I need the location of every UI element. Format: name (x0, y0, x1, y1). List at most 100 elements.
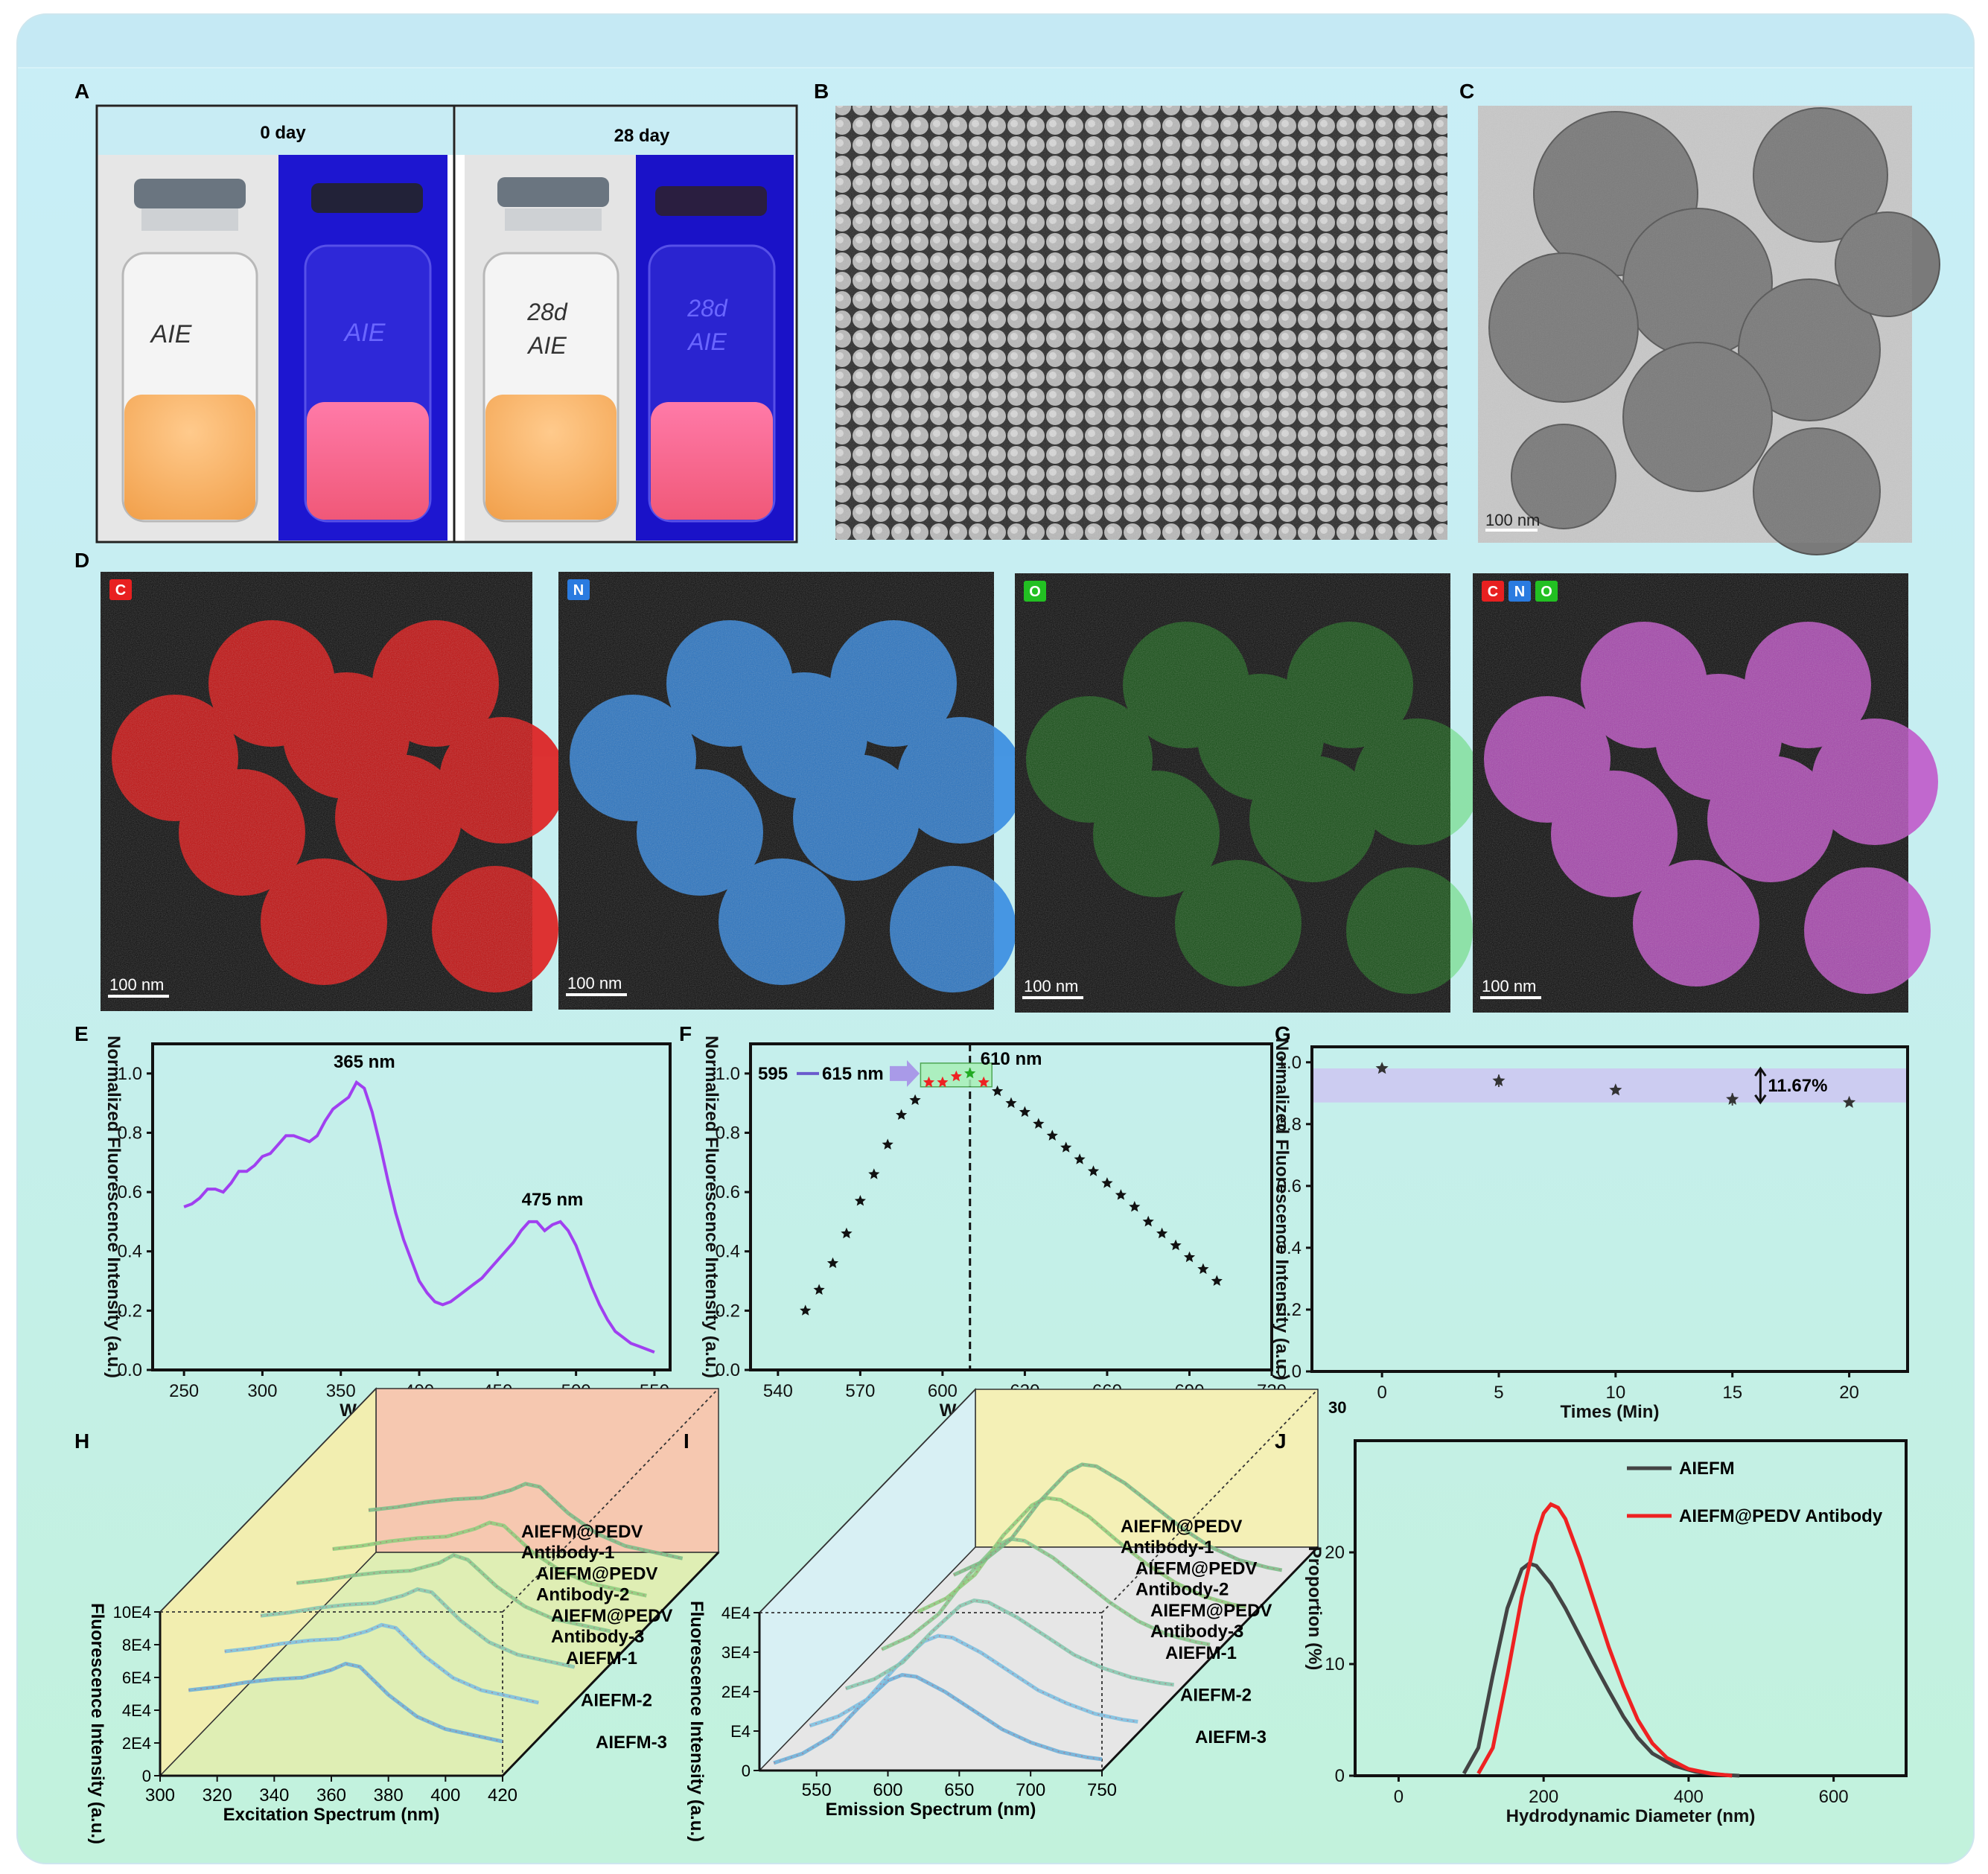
y-tick-label: 1.0 (118, 1064, 142, 1084)
data-point-f (1115, 1189, 1127, 1200)
y-tick-label: 1.0 (1277, 1053, 1302, 1073)
series-label: AIEFM-3 (1195, 1727, 1267, 1747)
series-line-chartI (845, 1599, 1175, 1691)
vial-uv-0day: AIE (304, 183, 432, 523)
series-line-j (1462, 1561, 1740, 1778)
eds-tag-label: N (573, 582, 584, 599)
axes-frame (151, 1042, 672, 1371)
data-point-f (1183, 1251, 1196, 1263)
series-label: AIEFM-2 (1180, 1685, 1252, 1705)
x-tick-label: 420 (488, 1785, 517, 1806)
sem-texture (835, 106, 1447, 540)
x-tick-label: 0 (1377, 1383, 1386, 1403)
band-arrow-head-bottom (1754, 1094, 1767, 1105)
series-line-j (1476, 1502, 1733, 1778)
y-axis-label: Normalized Fluorescence Intensity (a.u.) (1272, 1038, 1292, 1380)
y-tick-label: 0.0 (1277, 1362, 1302, 1382)
z-axis-line (501, 1551, 720, 1777)
panel-letter-h: H (74, 1430, 89, 1453)
y-tick-label: 0.0 (118, 1360, 142, 1380)
card-header-band (18, 15, 1973, 68)
y-tick-label: 0.2 (118, 1301, 142, 1321)
panel-letter-a: A (74, 80, 89, 103)
data-point-g (1492, 1074, 1506, 1086)
data-point-f (1156, 1227, 1168, 1239)
series-label: AIEFM-2 (581, 1690, 652, 1710)
panel-h: H 300 320 340 360 380 400 420 0 2E4 4E4 6E4 8E4 10E4… (74, 1387, 720, 1844)
eds-tag-label: O (1029, 584, 1041, 600)
x-tick-label: 360 (316, 1785, 346, 1806)
series-label: AIEFM-1 (1165, 1643, 1237, 1663)
panel-a-header-right (456, 107, 795, 155)
y-axis-label: Fluorescence Intensity (a.u.) (686, 1601, 707, 1842)
vial-label-2: AIE (343, 319, 386, 347)
data-point-f (964, 1067, 976, 1079)
x-tick-label: 10 (1605, 1383, 1625, 1403)
panel-letter-i: I (684, 1430, 689, 1453)
series-label: AIEFM@PEDV (1121, 1517, 1242, 1537)
data-point-f (1101, 1177, 1113, 1188)
y-tick-label: 0.2 (716, 1301, 740, 1321)
data-point-f (1197, 1263, 1209, 1275)
data-point-f (826, 1257, 839, 1269)
y-tick-label: 0.0 (716, 1360, 740, 1380)
panel-b: B (814, 80, 1447, 540)
x-axis-label: Times (Min) (1561, 1402, 1660, 1422)
eds-tag-bg (109, 579, 132, 600)
series-label: AIEFM@PEDV (551, 1606, 672, 1626)
data-point-f (1060, 1141, 1072, 1153)
series-label: Antibody-2 (536, 1585, 629, 1605)
data-point-f (854, 1195, 866, 1206)
y-tick-label: 0.8 (716, 1123, 740, 1143)
data-point-f (1211, 1275, 1223, 1286)
series-label: AIEFM@PEDV (1150, 1601, 1272, 1621)
y-tick-label: 4E4 (122, 1701, 151, 1720)
data-point-f (841, 1227, 853, 1239)
data-point-f (868, 1168, 880, 1179)
annotation-range-start: 595 (758, 1064, 788, 1084)
x-tick-label: 400 (430, 1785, 460, 1806)
chart-e: 2503003504004505005500.00.20.40.60.81.0W… (103, 1036, 672, 1421)
panel-letter-e: E (74, 1022, 89, 1045)
data-point-f (1033, 1118, 1045, 1129)
vial-label-3b: AIE (526, 332, 567, 359)
y-tick-label: 0.4 (1277, 1238, 1302, 1258)
panel-a: A 0 day 28 day AIE (74, 80, 798, 544)
band-arrow-head-top (1754, 1066, 1767, 1077)
y-tick-label: 20 (1325, 1543, 1345, 1563)
series-label: AIEFM-3 (596, 1733, 667, 1753)
y-tick-label: 0.8 (1277, 1115, 1302, 1135)
legend-label: AIEFM (1679, 1459, 1735, 1479)
y-tick-label: 10E4 (113, 1603, 151, 1622)
data-point-f (1074, 1153, 1086, 1164)
annotation-range-end: 615 nm (822, 1064, 884, 1084)
series-label: Antibody-1 (1121, 1537, 1214, 1558)
vial-daylight-0day: AIE (121, 179, 258, 523)
series-trace-chartH (296, 1554, 611, 1632)
x-axis-label: Emission Spectrum (nm) (826, 1800, 1036, 1820)
x-tick-label: 750 (1087, 1780, 1117, 1800)
frame-edge (502, 1388, 719, 1613)
y-tick-label: 3E4 (721, 1643, 751, 1662)
series-label: Antibody-2 (1135, 1580, 1229, 1600)
x-tick-label: 700 (1016, 1780, 1045, 1800)
panel-e: E 2503003504004505005500.00.20.40.60.81.… (74, 1022, 672, 1421)
y-tick-label: 4E4 (721, 1604, 751, 1622)
panel-letter-c: C (1459, 80, 1474, 103)
series-trace-chartI (881, 1538, 1211, 1651)
data-point-f (937, 1076, 949, 1088)
annotation-365: 365 nm (334, 1052, 395, 1072)
eds-map-noise (101, 572, 532, 1011)
eds-tag-bg (1508, 581, 1531, 602)
series-label: AIEFM-1 (566, 1648, 637, 1669)
series-line-chartH (332, 1520, 647, 1598)
y-tick-label: 0.2 (1277, 1300, 1302, 1320)
y-tick-label: 2E4 (721, 1683, 751, 1701)
y-tick-label: 2E4 (122, 1734, 151, 1753)
y-tick-label: 0 (1335, 1766, 1345, 1786)
series-line-chartI (773, 1673, 1103, 1765)
eds-tag-bg (1482, 581, 1504, 602)
series-line-chartH (260, 1587, 576, 1669)
data-point-f (1019, 1106, 1030, 1118)
panel-a-header-0day: 0 day (260, 123, 306, 143)
